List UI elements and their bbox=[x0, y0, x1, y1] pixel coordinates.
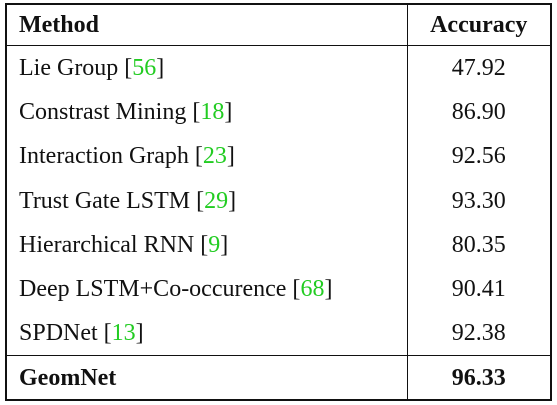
method-name: Trust Gate LSTM [ bbox=[19, 187, 205, 214]
results-table-frame: Method Accuracy Lie Group [56] 47.92 Con… bbox=[5, 3, 552, 401]
accuracy-cell: 92.56 bbox=[406, 134, 550, 179]
accuracy-cell: 47.92 bbox=[406, 45, 550, 91]
method-cell: SPDNet [13] bbox=[7, 311, 407, 356]
citation-bracket: ] bbox=[226, 143, 235, 170]
citation-link[interactable]: 23 bbox=[202, 143, 227, 170]
accuracy-cell: 93.30 bbox=[406, 178, 550, 223]
citation-bracket: ] bbox=[224, 99, 233, 126]
citation-link[interactable]: 56 bbox=[132, 55, 157, 82]
header-row: Method Accuracy bbox=[7, 5, 550, 46]
method-name: Constrast Mining [ bbox=[19, 99, 201, 126]
method-cell: Lie Group [56] bbox=[7, 46, 407, 91]
proposed-method-name: GeomNet bbox=[7, 355, 407, 399]
table-row: Constrast Mining [18] 86.90 bbox=[7, 90, 550, 135]
accuracy-column-header: Accuracy bbox=[406, 5, 550, 46]
citation-link[interactable]: 18 bbox=[200, 99, 225, 126]
citation-bracket: ] bbox=[228, 187, 237, 214]
method-cell: Trust Gate LSTM [29] bbox=[7, 179, 407, 223]
accuracy-cell: 86.90 bbox=[406, 90, 550, 135]
table-row: Lie Group [56] 47.92 bbox=[7, 45, 550, 91]
accuracy-cell: 80.35 bbox=[406, 222, 550, 267]
citation-link[interactable]: 13 bbox=[111, 320, 136, 347]
accuracy-cell: 90.41 bbox=[406, 266, 550, 312]
citation-link[interactable]: 68 bbox=[300, 276, 325, 303]
citation-bracket: ] bbox=[135, 320, 144, 347]
table-row: Hierarchical RNN [9] 80.35 bbox=[7, 222, 550, 267]
citation-bracket: ] bbox=[220, 231, 229, 258]
table-row: Interaction Graph [23] 92.56 bbox=[7, 134, 550, 179]
method-cell: Interaction Graph [23] bbox=[7, 134, 407, 178]
citation-bracket: ] bbox=[324, 276, 333, 303]
table-row: Trust Gate LSTM [29] 93.30 bbox=[7, 178, 550, 223]
method-name: Lie Group [ bbox=[19, 55, 133, 82]
method-name: Deep LSTM+Co-occurence [ bbox=[19, 276, 301, 303]
proposed-method-row: GeomNet 96.33 bbox=[7, 355, 550, 399]
method-name: SPDNet [ bbox=[19, 320, 112, 347]
citation-link[interactable]: 9 bbox=[208, 231, 221, 258]
table-row: Deep LSTM+Co-occurence [68] 90.41 bbox=[7, 266, 550, 312]
method-name: Hierarchical RNN [ bbox=[19, 231, 209, 258]
method-cell: Deep LSTM+Co-occurence [68] bbox=[7, 267, 407, 311]
results-table: Method Accuracy Lie Group [56] 47.92 Con… bbox=[7, 5, 550, 399]
method-cell: Hierarchical RNN [9] bbox=[7, 223, 407, 267]
method-cell: Constrast Mining [18] bbox=[7, 90, 407, 134]
accuracy-cell: 92.38 bbox=[406, 311, 550, 356]
citation-bracket: ] bbox=[156, 55, 165, 82]
method-column-header: Method bbox=[7, 5, 407, 46]
citation-link[interactable]: 29 bbox=[204, 187, 229, 214]
method-name: Interaction Graph [ bbox=[19, 143, 203, 170]
proposed-method-accuracy: 96.33 bbox=[406, 355, 550, 399]
table-row: SPDNet [13] 92.38 bbox=[7, 311, 550, 356]
